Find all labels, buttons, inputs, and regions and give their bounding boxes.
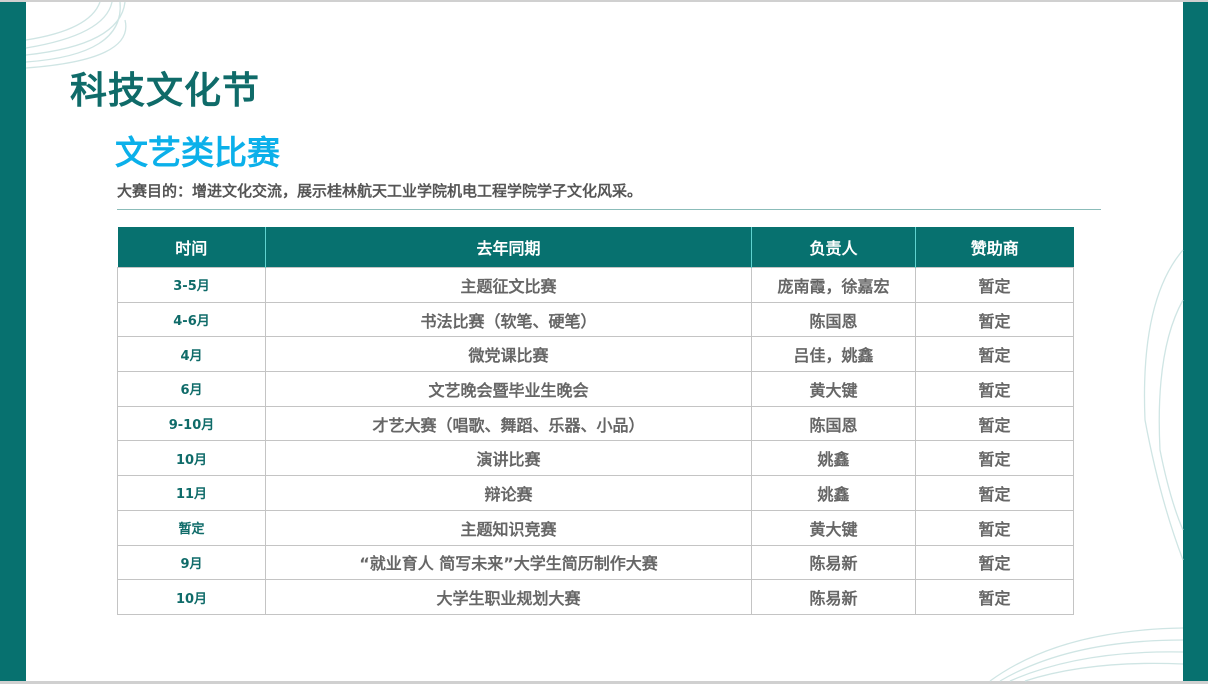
cell-owner: 陈易新 [751,544,916,581]
cell-event: 才艺大赛（唱歌、舞蹈、乐器、小品） [265,405,752,442]
cell-time: 10月 [117,579,266,615]
cell-owner: 黄大键 [751,509,916,546]
cell-sponsor: 暂定 [915,440,1074,477]
cell-time: 暂定 [117,509,266,546]
bottom-border [0,681,1208,684]
cell-time: 3-5月 [117,267,266,303]
table-row: 6月 文艺晚会暨毕业生晚会 黄大键 暂定 [117,371,1074,407]
cell-event: 主题征文比赛 [265,267,752,303]
cell-sponsor: 暂定 [915,301,1074,338]
cell-event: 文艺晚会暨毕业生晚会 [265,371,752,407]
table-row: 10月 大学生职业规划大赛 陈易新 暂定 [117,579,1074,615]
table-header-row: 时间 去年同期 负责人 赞助商 [117,227,1074,268]
cell-time: 4月 [117,336,266,373]
table-row: 9月 “就业育人 简写未来”大学生简历制作大赛 陈易新 暂定 [117,544,1074,581]
header-event: 去年同期 [265,227,752,268]
header-sponsor: 赞助商 [915,227,1074,268]
table-row: 10月 演讲比赛 姚鑫 暂定 [117,440,1074,477]
section-title: 文艺类比赛 [115,133,280,172]
table-row: 3-5月 主题征文比赛 庞南霞，徐嘉宏 暂定 [117,267,1074,303]
cell-owner: 陈国恩 [751,301,916,338]
table-row: 4-6月 书法比赛（软笔、硬笔） 陈国恩 暂定 [117,301,1074,338]
cell-sponsor: 暂定 [915,475,1074,511]
cell-event: 微党课比赛 [265,336,752,373]
cell-time: 9-10月 [117,405,266,442]
cell-owner: 陈易新 [751,579,916,615]
header-owner: 负责人 [751,227,916,268]
cell-time: 6月 [117,371,266,407]
description: 大赛目的：增进文化交流，展示桂林航天工业学院机电工程学院学子文化风采。 [117,182,643,200]
table-row: 4月 微党课比赛 吕佳，姚鑫 暂定 [117,336,1074,373]
cell-event: 主题知识竞赛 [265,509,752,546]
divider [117,209,1101,210]
cell-owner: 庞南霞，徐嘉宏 [751,267,916,303]
cell-sponsor: 暂定 [915,544,1074,581]
cell-owner: 姚鑫 [751,475,916,511]
header-time: 时间 [117,227,266,268]
cell-sponsor: 暂定 [915,579,1074,615]
cell-sponsor: 暂定 [915,371,1074,407]
cell-owner: 姚鑫 [751,440,916,477]
page-title: 科技文化节 [70,69,260,112]
competition-table: 时间 去年同期 负责人 赞助商 3-5月 主题征文比赛 庞南霞，徐嘉宏 暂定 4-6月书… [117,227,1074,615]
left-accent-bar [0,2,26,681]
cell-owner: 吕佳，姚鑫 [751,336,916,373]
right-accent-bar [1183,2,1208,681]
cell-time: 9月 [117,544,266,581]
table-row: 暂定 主题知识竞赛 黄大键 暂定 [117,509,1074,546]
cell-owner: 陈国恩 [751,405,916,442]
cell-time: 10月 [117,440,266,477]
table-row: 11月 辩论赛 姚鑫 暂定 [117,475,1074,511]
cell-owner: 黄大键 [751,371,916,407]
cell-sponsor: 暂定 [915,509,1074,546]
cell-time: 11月 [117,475,266,511]
cell-sponsor: 暂定 [915,267,1074,303]
cell-sponsor: 暂定 [915,405,1074,442]
cell-event: 书法比赛（软笔、硬笔） [265,301,752,338]
top-border [0,0,1208,2]
cell-event: “就业育人 简写未来”大学生简历制作大赛 [265,544,752,581]
table-row: 9-10月 才艺大赛（唱歌、舞蹈、乐器、小品） 陈国恩 暂定 [117,405,1074,442]
cell-event: 辩论赛 [265,475,752,511]
cell-time: 4-6月 [117,301,266,338]
cell-sponsor: 暂定 [915,336,1074,373]
cell-event: 演讲比赛 [265,440,752,477]
cell-event: 大学生职业规划大赛 [265,579,752,615]
